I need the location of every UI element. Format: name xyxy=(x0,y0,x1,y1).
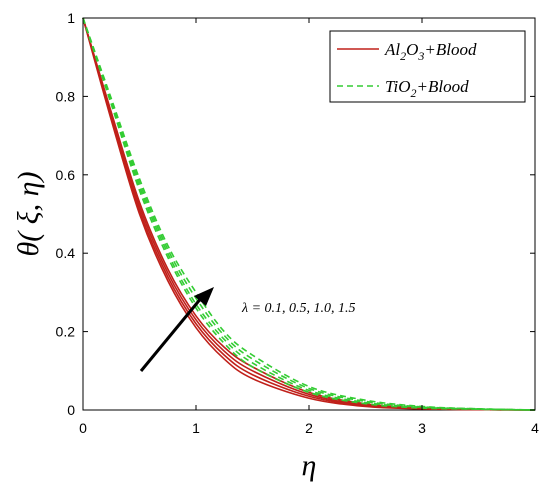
legend-label-al2o3: Al2O3+Blood xyxy=(384,40,477,63)
x-tick-label-3: 3 xyxy=(418,420,426,436)
y-tick-label-5: 1 xyxy=(67,10,75,26)
y-tick-label-2: 0.4 xyxy=(56,245,76,261)
y-axis-title: θ( ξ, η) xyxy=(12,172,45,257)
legend-box xyxy=(329,30,526,103)
x-tick-label-4: 4 xyxy=(531,420,539,436)
y-tick-label-0: 0 xyxy=(67,402,75,418)
trend-arrow xyxy=(139,287,214,372)
x-tick-label-2: 2 xyxy=(305,420,313,436)
x-tick-label-0: 0 xyxy=(79,420,87,436)
legend-label-tio2: TiO2+Blood xyxy=(385,77,469,100)
lambda-annotation: λ = 0.1, 0.5, 1.0, 1.5 xyxy=(241,301,356,316)
ticks-layer: 0 1 2 3 4 0 0.2 0.4 0.6 0.8 1 xyxy=(56,10,540,436)
series-line-tio2-5 xyxy=(82,17,536,411)
y-tick-label-3: 0.6 xyxy=(56,167,76,183)
y-tick-label-4: 0.8 xyxy=(56,88,76,104)
y-tick-label-1: 0.2 xyxy=(56,324,76,340)
x-axis-title: η xyxy=(302,449,317,482)
x-tick-label-1: 1 xyxy=(192,420,200,436)
legend: Al2O3+Blood TiO2+Blood xyxy=(329,30,526,103)
